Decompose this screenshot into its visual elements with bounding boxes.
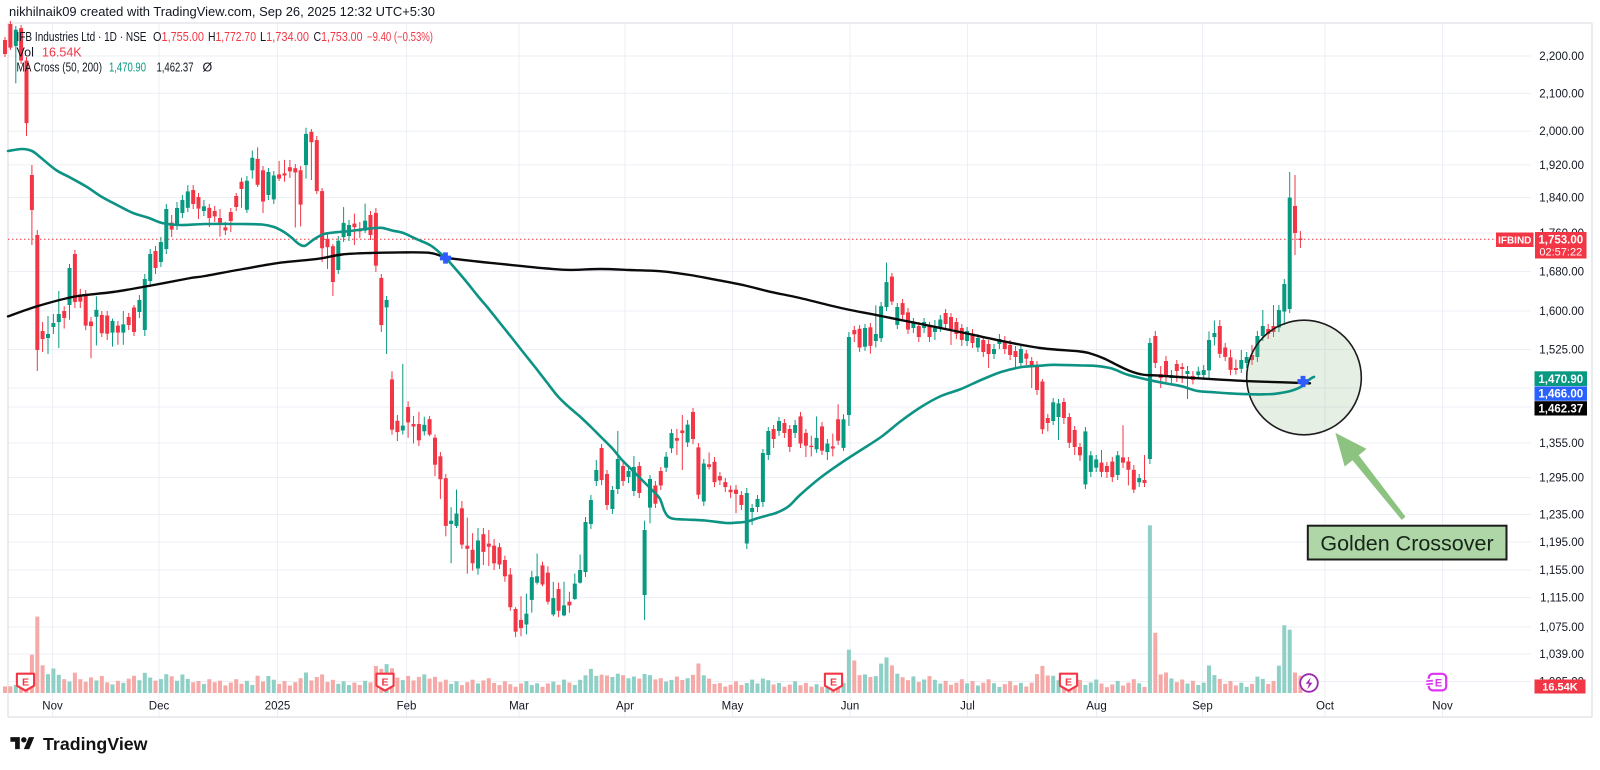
svg-text:E: E [381,677,388,689]
svg-text:1,525.00: 1,525.00 [1539,345,1584,357]
svg-text:Nov: Nov [1432,701,1453,713]
svg-text:MA Cross (50, 200): MA Cross (50, 200) [17,61,103,75]
svg-text:Jun: Jun [841,701,860,713]
svg-text:E: E [830,677,837,689]
svg-text:E: E [22,677,29,689]
svg-text:O1,755.00: O1,755.00 [153,30,204,44]
svg-text:IFB Industries Ltd · 1D · NSE: IFB Industries Ltd · 1D · NSE [17,30,147,44]
svg-text:Jul: Jul [960,701,975,713]
svg-text:−9.40 (−0.53%): −9.40 (−0.53%) [367,30,433,44]
svg-text:1,195.00: 1,195.00 [1539,537,1584,549]
svg-text:2,200.00: 2,200.00 [1539,51,1584,63]
svg-text:1,470.90: 1,470.90 [109,61,146,75]
svg-text:1,466.00: 1,466.00 [1538,389,1583,401]
svg-text:E: E [1435,678,1442,690]
svg-text:1,355.00: 1,355.00 [1539,438,1584,450]
svg-text:2025: 2025 [265,701,291,713]
svg-text:1,075.00: 1,075.00 [1539,622,1584,634]
svg-text:02:57:22: 02:57:22 [1539,247,1582,259]
svg-text:1,840.00: 1,840.00 [1539,193,1584,205]
svg-text:May: May [722,701,744,713]
svg-text:1,235.00: 1,235.00 [1539,510,1584,522]
svg-text:1,462.37: 1,462.37 [1538,403,1583,415]
svg-text:1,295.00: 1,295.00 [1539,473,1584,485]
svg-text:16.54K: 16.54K [42,46,82,60]
svg-text:1,680.00: 1,680.00 [1539,267,1584,279]
svg-text:1,155.00: 1,155.00 [1539,565,1584,577]
svg-text:C1,753.00: C1,753.00 [314,30,363,44]
svg-text:IFBIND: IFBIND [1498,235,1531,246]
svg-text:1,462.37: 1,462.37 [157,61,194,75]
svg-text:Oct: Oct [1316,701,1335,713]
svg-text:2,100.00: 2,100.00 [1539,88,1584,100]
svg-text:Ø: Ø [203,61,213,75]
svg-text:1,753.00: 1,753.00 [1538,235,1583,247]
svg-text:Golden Crossover: Golden Crossover [1320,532,1493,556]
svg-text:TradingView: TradingView [43,734,148,754]
svg-text:Feb: Feb [397,701,417,713]
svg-text:Apr: Apr [616,701,634,713]
svg-text:H1,772.70: H1,772.70 [208,30,256,44]
svg-text:E: E [1065,677,1072,689]
svg-text:Mar: Mar [509,701,529,713]
svg-text:1,039.00: 1,039.00 [1539,649,1584,661]
svg-text:Dec: Dec [149,701,170,713]
svg-text:Aug: Aug [1086,701,1106,713]
svg-text:1,470.90: 1,470.90 [1538,374,1583,386]
svg-text:Nov: Nov [42,701,63,713]
svg-text:1,115.00: 1,115.00 [1540,593,1584,605]
svg-text:1,920.00: 1,920.00 [1539,160,1584,172]
svg-text:2,000.00: 2,000.00 [1539,126,1584,138]
svg-text:L1,734.00: L1,734.00 [260,30,309,44]
svg-text:1,600.00: 1,600.00 [1539,306,1584,318]
svg-text:nikhilnaik09 created with Trad: nikhilnaik09 created with TradingView.co… [9,5,435,19]
svg-text:Sep: Sep [1192,701,1212,713]
svg-text:16.54K: 16.54K [1542,681,1578,693]
svg-text:Vol: Vol [17,46,34,60]
